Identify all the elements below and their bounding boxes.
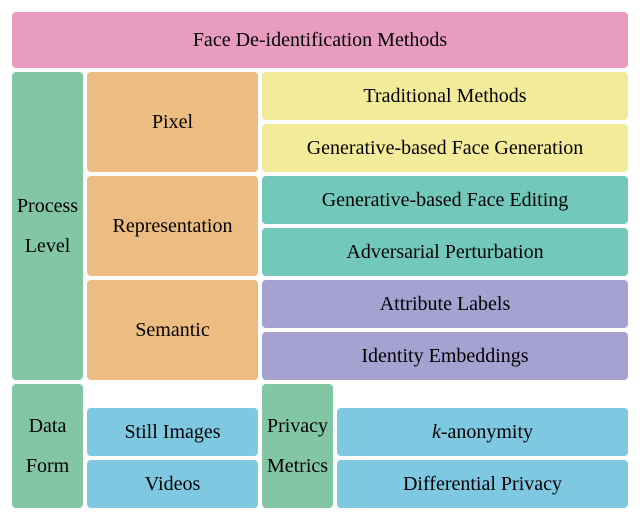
cell-representation: Representation: [87, 176, 258, 276]
cell-diff-privacy: Differential Privacy: [337, 460, 628, 508]
cell-adv-perturb: Adversarial Perturbation: [262, 228, 628, 276]
taxonomy-grid: Face De-identification MethodsProcessLev…: [12, 12, 628, 508]
cell-id-embeddings: Identity Embeddings: [262, 332, 628, 380]
cell-data-form: DataForm: [12, 384, 83, 508]
cell-traditional: Traditional Methods: [262, 72, 628, 120]
cell-still-images: Still Images: [87, 408, 258, 456]
cell-gen-face-edit: Generative-based Face Editing: [262, 176, 628, 224]
cell-process-level: ProcessLevel: [12, 72, 83, 380]
cell-videos: Videos: [87, 460, 258, 508]
cell-semantic: Semantic: [87, 280, 258, 380]
cell-pixel: Pixel: [87, 72, 258, 172]
cell-attr-labels: Attribute Labels: [262, 280, 628, 328]
cell-gen-face-gen: Generative-based Face Generation: [262, 124, 628, 172]
cell-privacy-metrics: PrivacyMetrics: [262, 384, 333, 508]
cell-title: Face De-identification Methods: [12, 12, 628, 68]
cell-k-anonymity: k-anonymity: [337, 408, 628, 456]
